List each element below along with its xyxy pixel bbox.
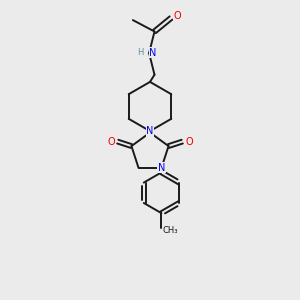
Text: N: N [146, 126, 154, 136]
Text: O: O [107, 136, 115, 147]
Text: CH₃: CH₃ [162, 226, 178, 235]
Text: H: H [137, 48, 144, 57]
Text: N: N [149, 47, 156, 58]
Text: O: O [174, 11, 182, 21]
Text: O: O [185, 136, 193, 147]
Text: N: N [158, 163, 165, 173]
